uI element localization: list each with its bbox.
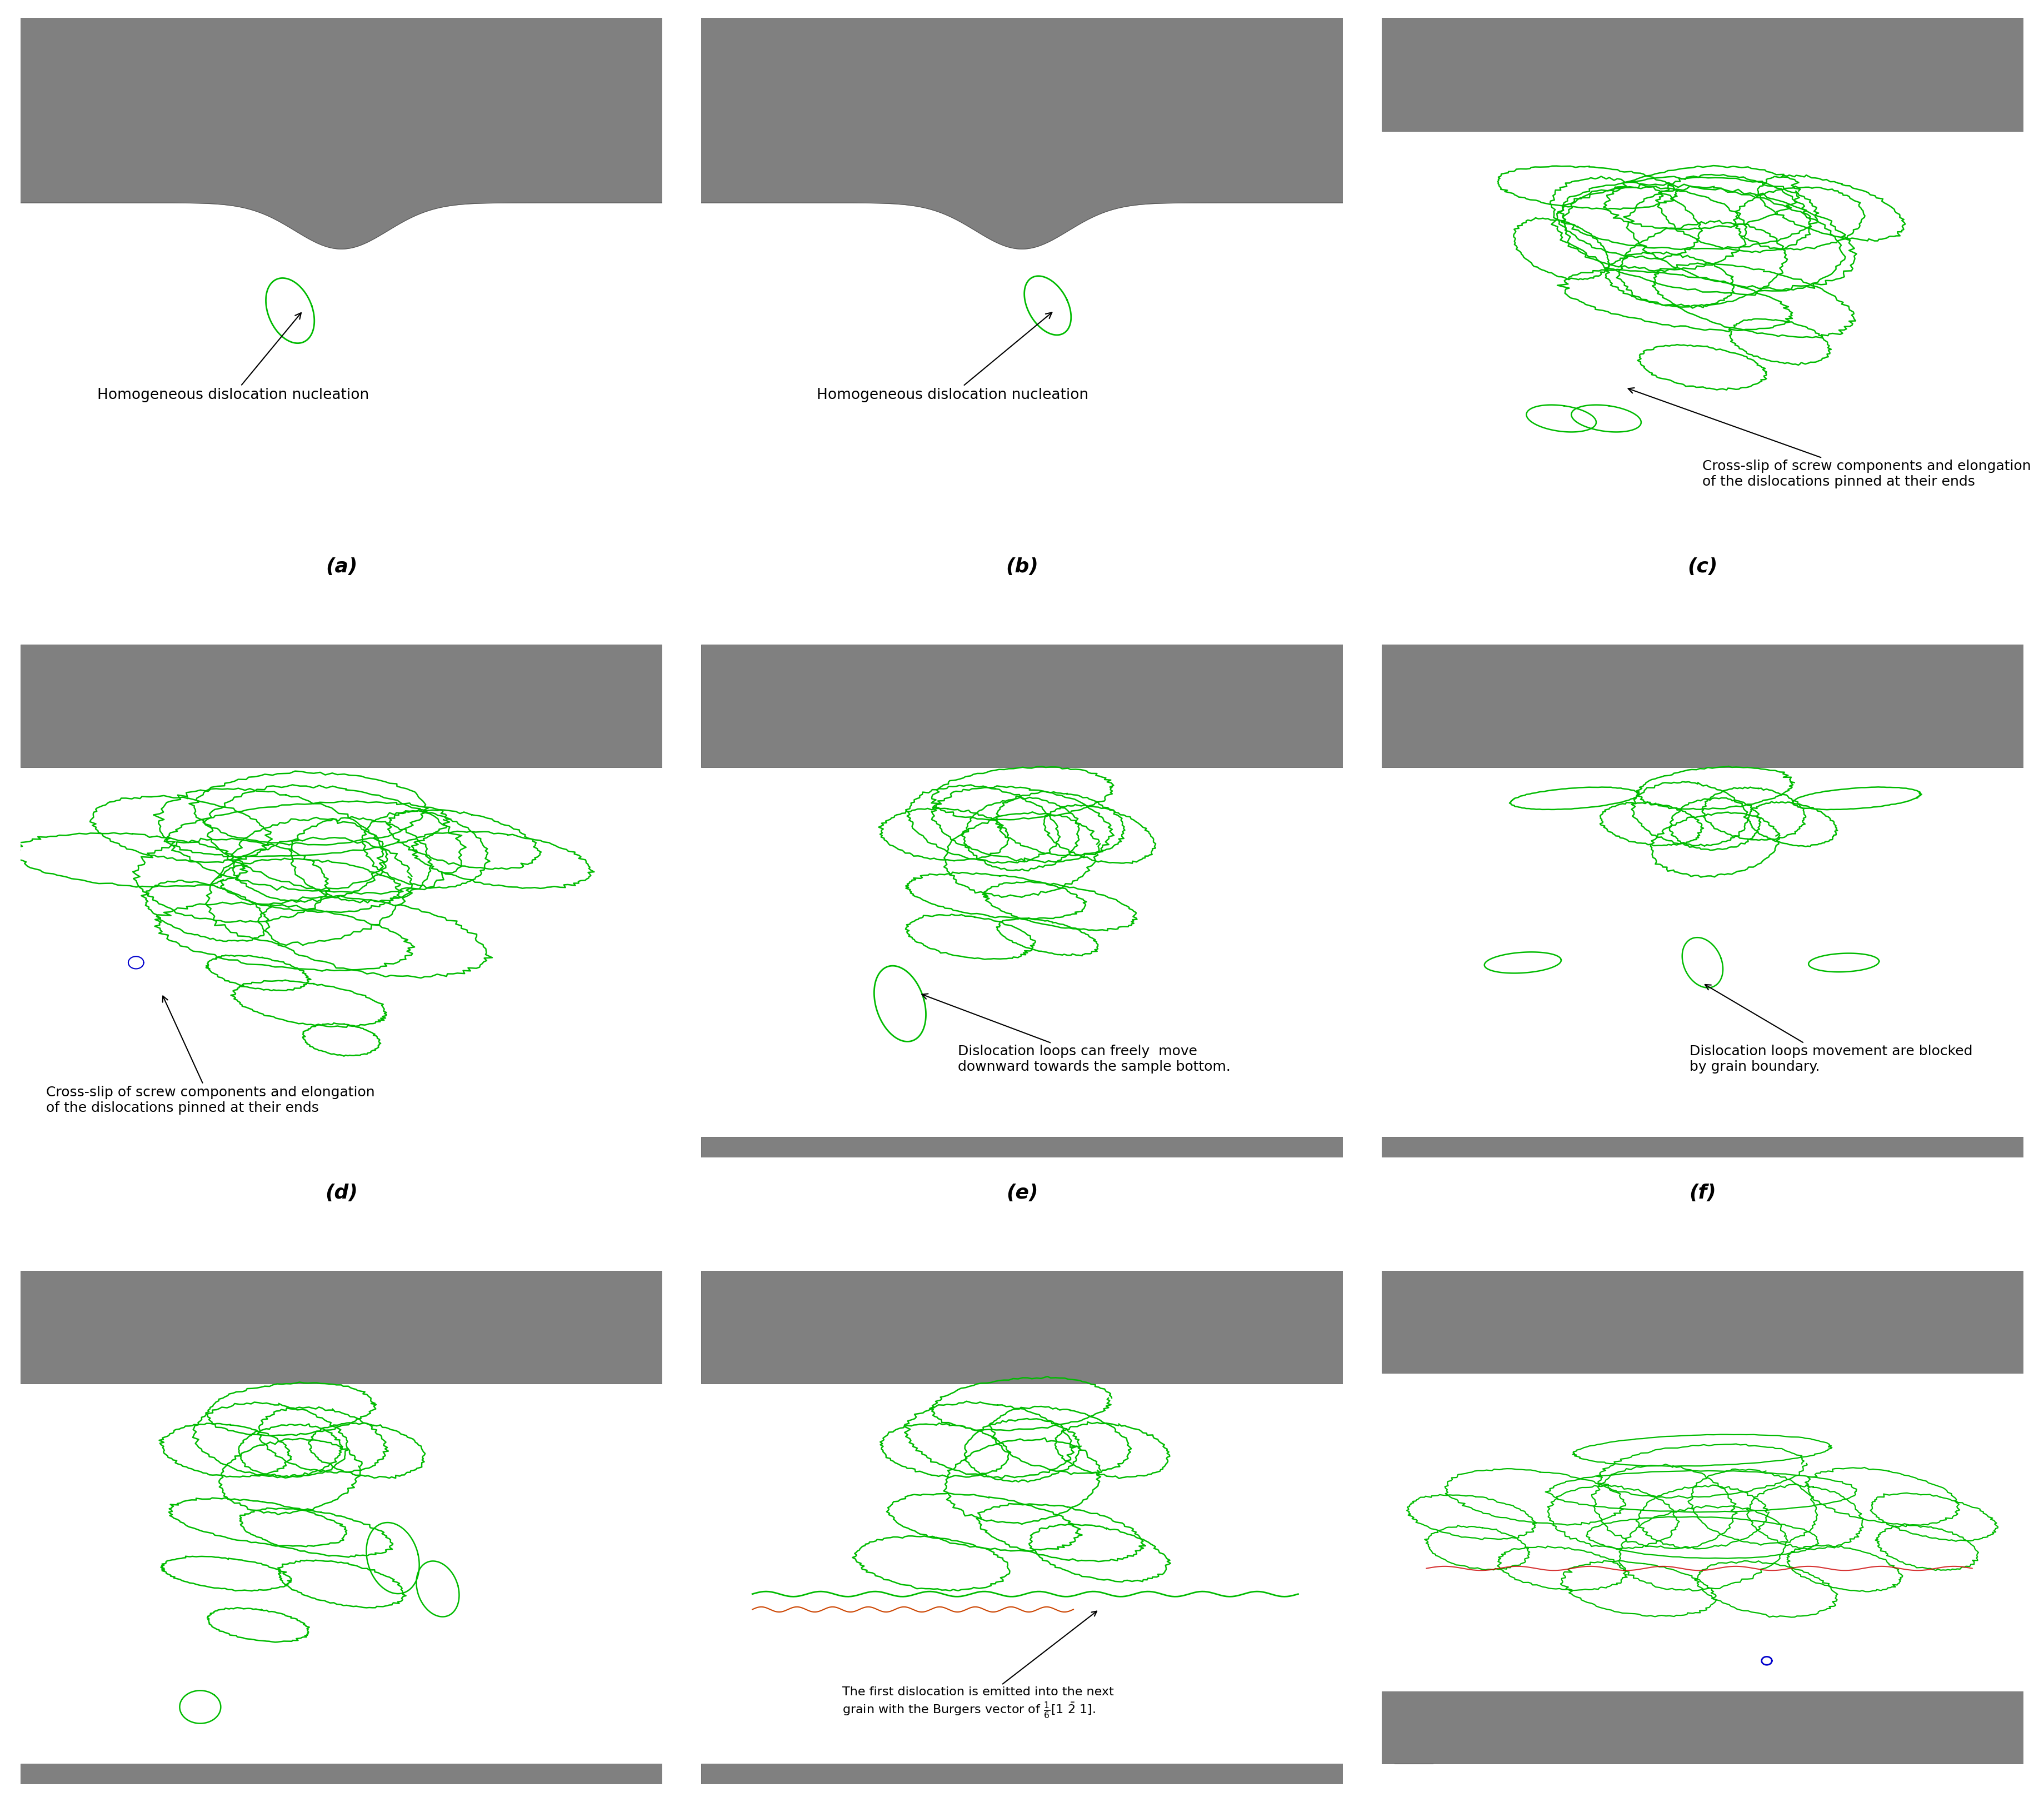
- Bar: [20, 645, 662, 768]
- Bar: [1382, 645, 2024, 768]
- Polygon shape: [20, 18, 662, 249]
- Bar: [701, 1270, 1343, 1384]
- Text: The first dislocation is emitted into the next
grain with the Burgers vector of : The first dislocation is emitted into th…: [842, 1611, 1114, 1719]
- Bar: [20, 1270, 662, 1384]
- Text: Homogeneous dislocation nucleation: Homogeneous dislocation nucleation: [816, 312, 1087, 402]
- Text: (e): (e): [1006, 1184, 1038, 1202]
- Bar: [1382, 18, 2024, 132]
- Bar: [1382, 1692, 2024, 1764]
- Text: Cross-slip of screw components and elongation
of the dislocations pinned at thei: Cross-slip of screw components and elong…: [1629, 387, 2032, 488]
- Bar: [1382, 1270, 2024, 1373]
- Text: (f): (f): [1688, 1184, 1717, 1202]
- Bar: [701, 1764, 1343, 1784]
- Bar: [20, 1764, 662, 1784]
- Bar: [701, 1137, 1343, 1157]
- Text: (c): (c): [1688, 557, 1717, 577]
- Bar: [1382, 1137, 2024, 1157]
- Text: (a): (a): [325, 557, 358, 577]
- Bar: [701, 645, 1343, 768]
- Text: Dislocation loops can freely  move
downward towards the sample bottom.: Dislocation loops can freely move downwa…: [922, 993, 1230, 1074]
- Text: (b): (b): [1006, 557, 1038, 577]
- Polygon shape: [701, 18, 1343, 249]
- Text: Dislocation loops movement are blocked
by grain boundary.: Dislocation loops movement are blocked b…: [1690, 984, 1972, 1074]
- Text: (d): (d): [325, 1184, 358, 1202]
- Text: Homogeneous dislocation nucleation: Homogeneous dislocation nucleation: [98, 314, 370, 402]
- Text: Cross-slip of screw components and elongation
of the dislocations pinned at thei: Cross-slip of screw components and elong…: [47, 997, 374, 1115]
